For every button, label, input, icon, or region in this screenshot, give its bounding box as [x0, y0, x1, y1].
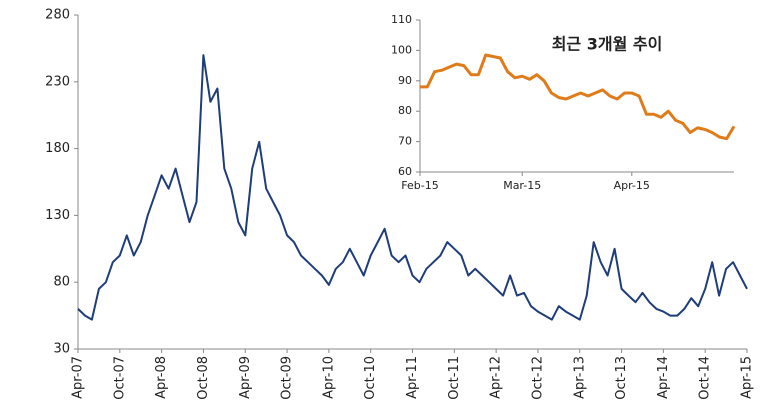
x-tick-label: Feb-15	[401, 179, 438, 192]
y-tick-label: 110	[391, 13, 412, 26]
x-tick-label: Apr-15	[740, 356, 755, 399]
y-tick-label: 180	[45, 141, 70, 156]
data-line	[77, 54, 748, 321]
x-tick-label: Apr-08	[154, 356, 169, 399]
x-tick-label: Apr-09	[238, 356, 253, 399]
y-tick-label: 90	[398, 74, 412, 87]
x-tick-label: Oct-09	[280, 356, 295, 400]
annotation: 최근 3개월 추이	[552, 35, 663, 54]
x-tick-label: Apr-13	[572, 356, 587, 399]
x-tick-label: Oct-12	[530, 356, 545, 400]
x-tick-label: Apr-12	[489, 356, 504, 399]
y-tick-label: 130	[45, 208, 70, 223]
x-tick-label: Apr-14	[656, 356, 671, 399]
x-tick-label: Oct-07	[112, 356, 127, 400]
y-tick-label: 280	[45, 8, 70, 23]
x-tick-label: Apr-07	[71, 356, 86, 399]
y-tick-label: 60	[398, 165, 412, 178]
y-tick-label: 230	[45, 74, 70, 89]
x-tick-label: Oct-10	[363, 356, 378, 400]
y-tick-label: 100	[391, 43, 412, 56]
x-tick-label: Oct-11	[447, 356, 462, 400]
x-tick-label: Apr-15	[614, 179, 650, 192]
x-tick-label: Apr-11	[405, 356, 420, 399]
x-tick-label: Oct-08	[196, 356, 211, 400]
x-tick-label: Mar-15	[503, 179, 541, 192]
y-tick-label: 30	[53, 342, 70, 357]
y-tick-label: 70	[398, 135, 412, 148]
x-tick-label: Apr-10	[321, 356, 336, 399]
x-tick-label: Oct-14	[698, 356, 713, 400]
y-tick-label: 80	[398, 104, 412, 117]
x-tick-label: Oct-13	[614, 356, 629, 400]
data-line	[420, 53, 736, 141]
y-tick-label: 80	[53, 275, 70, 290]
